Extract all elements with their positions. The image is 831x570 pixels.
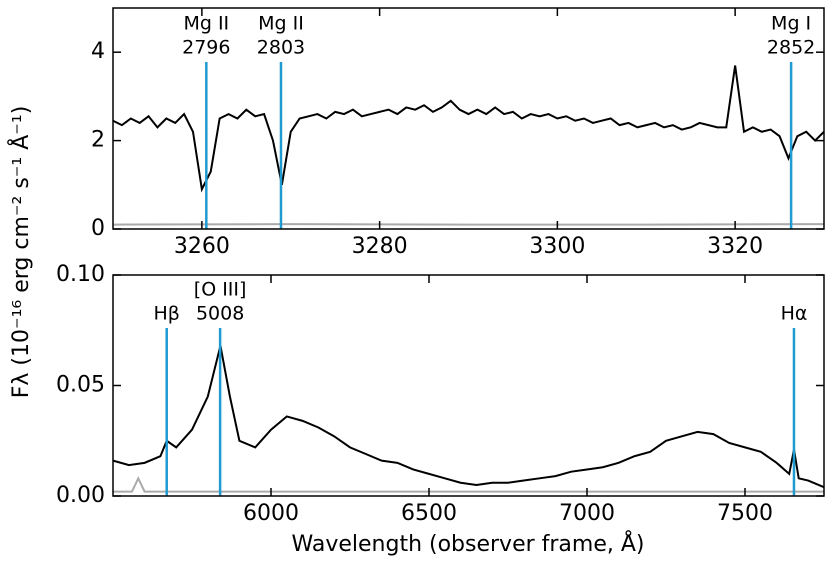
y-axis-label: Fλ (10⁻¹⁶ erg cm⁻² s⁻¹ Å⁻¹): [7, 106, 34, 399]
x-tick-label: 6500: [401, 501, 457, 526]
x-tick-label: 6000: [243, 501, 299, 526]
line-label: 2796: [182, 37, 230, 59]
line-label: Mg II: [183, 13, 229, 35]
y-tick-label: 0.00: [56, 483, 105, 508]
y-tick-label: 4: [91, 39, 105, 64]
line-label: Hα: [781, 303, 808, 325]
y-tick-label: 0.05: [56, 373, 105, 398]
y-tick-label: 2: [91, 128, 105, 153]
line-label: [O III]: [194, 279, 247, 301]
x-tick-label: 3280: [352, 234, 408, 259]
y-tick-label: 0: [91, 216, 105, 241]
x-axis-label: Wavelength (observer frame, Å): [292, 530, 645, 557]
x-tick-label: 3260: [174, 234, 230, 259]
line-label: 2803: [257, 37, 305, 59]
x-tick-label: 3300: [529, 234, 585, 259]
line-label: 2852: [767, 37, 815, 59]
x-tick-label: 7500: [717, 501, 773, 526]
line-label: Mg I: [771, 13, 811, 35]
line-label: Mg II: [258, 13, 304, 35]
spectrum-line: [113, 65, 824, 189]
x-tick-label: 3320: [707, 234, 763, 259]
line-label: Hβ: [154, 303, 180, 325]
x-tick-label: 7000: [559, 501, 615, 526]
y-tick-label: 0.10: [56, 262, 105, 287]
line-label: 5008: [196, 303, 244, 325]
